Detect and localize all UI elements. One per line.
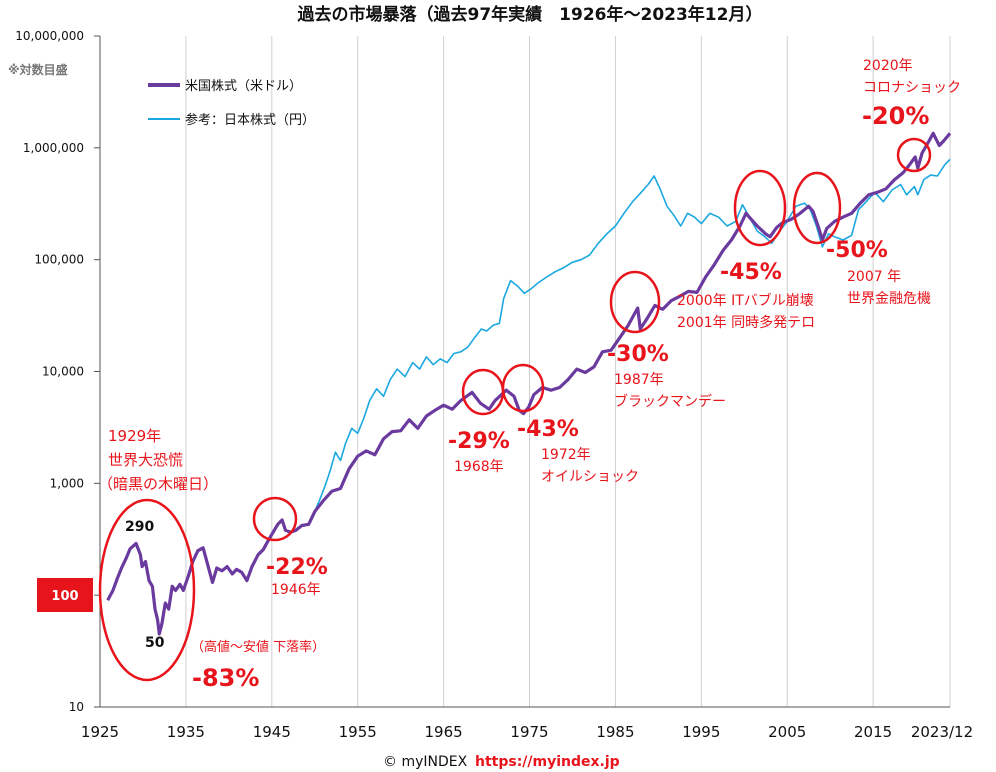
x-tick-label: 1955 (339, 723, 377, 741)
ann-1987-name: ブラックマンデー (614, 393, 726, 410)
ann-2020-pct: -20% (862, 102, 929, 130)
ann-2020-year: 2020年 (863, 58, 913, 74)
ann-1929-note: （高値～安値 下落率） (191, 639, 325, 655)
legend: 米国株式（米ドル） 参考：日本株式（円） (148, 79, 315, 128)
x-tick-label: 1995 (682, 723, 720, 741)
base-100-badge (37, 578, 93, 612)
ann-1972-name: オイルショック (541, 469, 639, 485)
ann-1987-pct: -30% (607, 342, 669, 367)
y-tick-labels: 10 100 1,000 10,000 100,000 1,000,000 10,000,0… (15, 29, 100, 714)
ann-2007-year: 2007 年 (847, 269, 901, 285)
ann-1929-year: 1929年 (108, 427, 161, 445)
y-tick-label: 10,000 (42, 365, 84, 379)
x-tick-label: 1985 (596, 723, 634, 741)
ann-1968-year: 1968年 (454, 459, 504, 475)
x-tick-label: 2023/12 (911, 723, 973, 741)
x-tick-label: 1935 (167, 723, 205, 741)
ann-2000-line2: 2001年 同時多発テロ (677, 314, 815, 331)
circle-2007 (792, 171, 842, 245)
y-tick-label: 1,000,000 (23, 141, 84, 155)
x-tick-label: 1965 (425, 723, 463, 741)
ann-1972-pct: -43% (517, 417, 579, 442)
credit-text: © myINDEX (383, 754, 468, 770)
credit-url[interactable]: https://myindex.jp (475, 754, 620, 770)
x-tick-labels: 1925 1935 1945 1955 1965 1975 1985 1995 2005 2015… (81, 723, 973, 741)
ann-1929-high: 290 (125, 519, 154, 535)
x-tick-label: 2015 (854, 723, 892, 741)
crash-circles (98, 137, 932, 682)
circle-1946 (252, 496, 298, 542)
x-tick-label: 1945 (253, 723, 291, 741)
x-tick-label: 1975 (510, 723, 548, 741)
circle-1929 (98, 498, 196, 682)
ann-2000-pct: -45% (720, 260, 782, 285)
ann-2000-line1: 2000年 ITバブル崩壊 (677, 292, 814, 309)
circle-2000 (733, 169, 787, 247)
annotations: 1929年 世界大恐慌 （暗黒の木曜日） 290 50 （高値～安値 下落率） … (98, 58, 961, 692)
x-tick-label: 2005 (768, 723, 806, 741)
circle-1987 (609, 270, 661, 334)
series-line-japan (314, 158, 951, 512)
circle-2020 (896, 137, 932, 173)
y-tick-label: 10 (69, 700, 84, 714)
ann-1968-pct: -29% (448, 429, 510, 454)
ann-2007-pct: -50% (826, 238, 888, 263)
ann-2020-name: コロナショック (863, 80, 961, 96)
legend-label-jp: 参考：日本株式（円） (185, 112, 315, 128)
legend-label-us: 米国株式（米ドル） (185, 79, 302, 94)
ann-1929-sub: （暗黒の木曜日） (98, 475, 218, 493)
grid-lines (185, 36, 951, 707)
circle-1968 (461, 368, 505, 416)
ann-1987-year: 1987年 (614, 372, 664, 388)
ann-1972-year: 1972年 (541, 447, 591, 463)
y-tick-label: 1,000 (50, 476, 84, 490)
ann-1929-name: 世界大恐慌 (108, 451, 183, 469)
ann-1929-low: 50 (145, 635, 165, 651)
log-scale-note: ※対数目盛 (8, 62, 68, 77)
chart-title: 過去の市場暴落（過去97年実績 1926年～2023年12月） (298, 4, 763, 25)
x-tick-label: 1925 (81, 723, 119, 741)
base-100-badge-label: 100 (51, 589, 78, 604)
y-tick-label: 100,000 (34, 253, 84, 267)
ann-1929-pct: -83% (192, 664, 259, 692)
series-line-us (106, 131, 952, 636)
ann-2007-name: 世界金融危機 (847, 291, 931, 307)
y-tick-label: 10,000,000 (15, 29, 84, 43)
ann-1946-year: 1946年 (271, 582, 321, 598)
ann-1946-pct: -22% (266, 555, 328, 580)
circle-1972 (501, 363, 545, 413)
